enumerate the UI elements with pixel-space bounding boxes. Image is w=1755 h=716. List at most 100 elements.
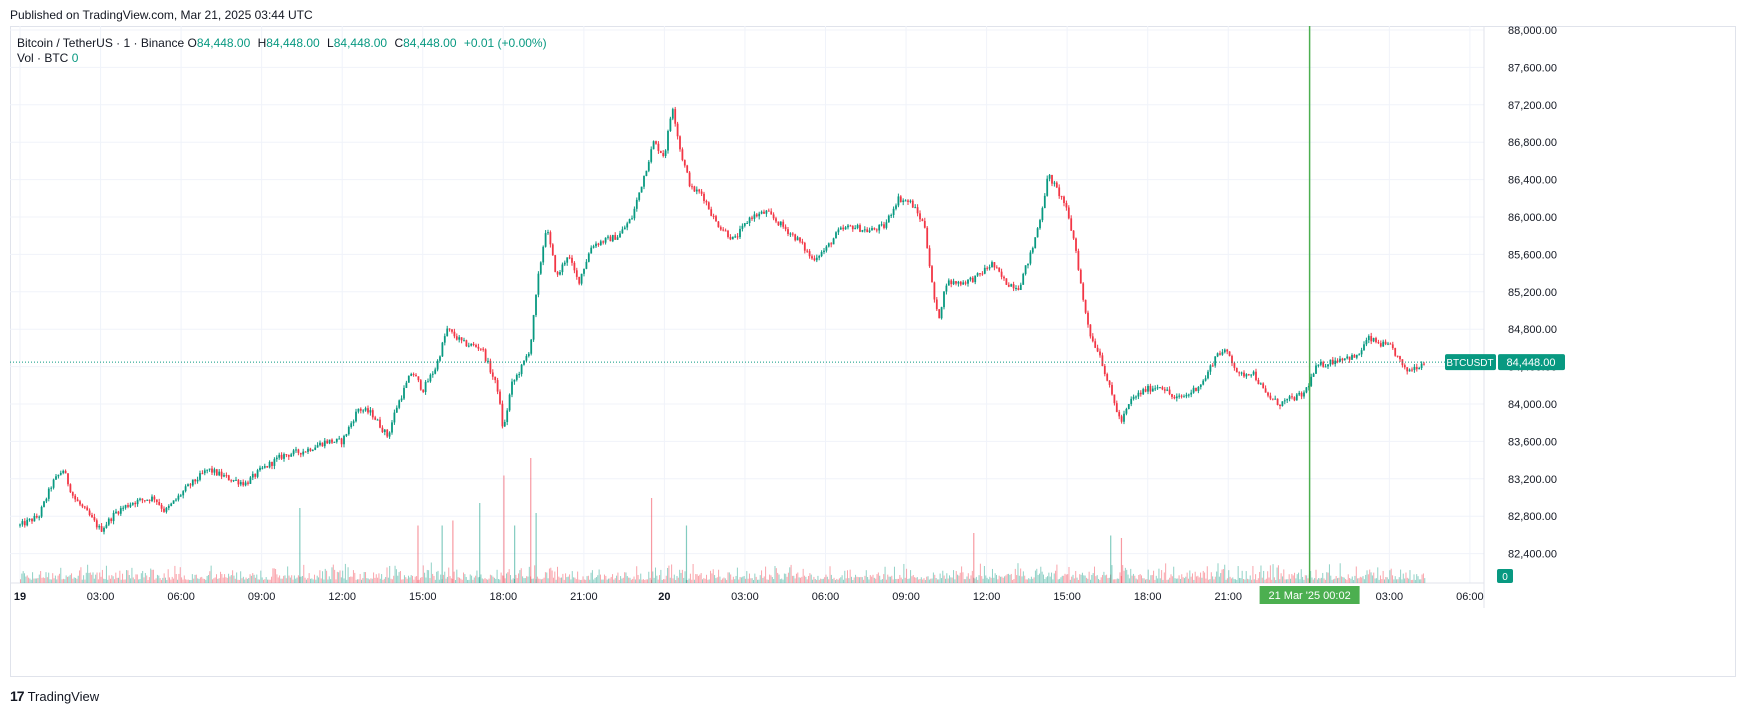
candle-body <box>1199 384 1202 387</box>
volume-bar <box>132 577 134 583</box>
volume-bar <box>1157 578 1159 583</box>
volume-bar <box>742 576 744 583</box>
volume-bar <box>181 577 183 583</box>
candle-body <box>542 246 545 263</box>
last-price-text: 84,448.00 <box>1507 357 1556 369</box>
candle-body <box>1365 340 1368 345</box>
candle-body <box>842 227 845 230</box>
volume-bar <box>159 578 161 583</box>
volume-bar <box>1366 570 1368 583</box>
volume-bar <box>1085 577 1087 583</box>
candle-body <box>1250 374 1253 376</box>
time-tick-label: 12:00 <box>328 591 356 603</box>
candle-body <box>827 243 830 247</box>
volume-bar <box>1248 579 1250 583</box>
volume-bar <box>394 565 396 583</box>
volume-bar <box>594 577 596 583</box>
candle-body <box>266 466 269 468</box>
volume-bar <box>332 564 334 583</box>
candle-body <box>892 208 895 215</box>
symbol-name[interactable]: Bitcoin / TetherUS · 1 · Binance <box>17 36 185 50</box>
volume-bar <box>1205 578 1207 583</box>
volume-bar <box>134 579 136 583</box>
volume-bar <box>33 578 35 583</box>
volume-bar <box>450 578 452 583</box>
volume-bar <box>424 572 426 583</box>
volume-bar <box>793 575 795 583</box>
volume-spike <box>1110 535 1112 583</box>
volume-bar <box>105 565 107 583</box>
volume-bar <box>536 576 538 583</box>
volume-bar <box>1196 576 1198 583</box>
candle-body <box>753 214 756 219</box>
volume-bar <box>860 576 862 583</box>
volume-bar <box>1106 574 1108 583</box>
volume-bar <box>1422 573 1424 583</box>
volume-bar <box>961 566 963 583</box>
candle-body <box>472 343 475 346</box>
volume-bar <box>918 579 920 583</box>
candle-body <box>436 360 439 370</box>
candle-body <box>1111 384 1113 395</box>
volume-bar <box>888 576 890 583</box>
volume-bar <box>367 578 369 583</box>
volume-bar <box>958 575 960 583</box>
candle-body <box>722 229 725 231</box>
candle-body <box>904 200 907 202</box>
volume-bar <box>657 579 659 583</box>
candle-body <box>1075 238 1077 251</box>
candle-body <box>335 438 338 442</box>
volume-bar <box>940 578 942 583</box>
volume-bar <box>624 572 626 583</box>
volume-bar <box>449 576 451 583</box>
volume-bar <box>248 577 250 583</box>
volume-bar <box>1013 579 1015 583</box>
volume-bar <box>771 577 773 583</box>
volume-bar <box>602 579 604 583</box>
volume-bar <box>468 579 470 583</box>
candle-body <box>1180 395 1183 397</box>
volume-bar <box>111 575 113 583</box>
volume-bar <box>1375 578 1377 583</box>
price-tick-label: 82,400.00 <box>1508 549 1557 561</box>
volume-bar <box>1259 571 1261 583</box>
volume-bar <box>1300 569 1302 583</box>
volume-bar <box>983 565 985 583</box>
low-label: L <box>327 36 334 50</box>
candle-body <box>580 273 583 284</box>
volume-bar <box>191 574 193 583</box>
candle-body <box>1339 358 1341 362</box>
candle-body <box>388 432 391 437</box>
volume-bar <box>131 567 133 583</box>
volume-bar <box>750 578 752 583</box>
volume-bar <box>314 574 316 583</box>
footer-brand[interactable]: 17 TradingView <box>10 688 99 704</box>
volume-bar <box>1245 571 1247 583</box>
volume-bar <box>511 579 513 583</box>
volume-bar <box>407 575 409 583</box>
volume-bar <box>867 576 869 583</box>
candle-body <box>743 223 746 226</box>
volume-axis-text: 0 <box>1502 572 1508 583</box>
volume-bar <box>954 579 956 583</box>
volume-bar <box>178 573 180 583</box>
volume-bar <box>895 578 897 583</box>
candle-body <box>1118 412 1121 417</box>
volume-bar <box>283 575 285 583</box>
volume-bar <box>963 579 965 583</box>
candle-body <box>496 380 499 392</box>
candle-body <box>998 267 1001 272</box>
candle-body <box>371 410 374 418</box>
volume-bar <box>949 575 951 583</box>
candle-body <box>741 225 744 229</box>
volume-bar <box>87 564 89 583</box>
candle-body <box>86 507 89 511</box>
volume-bar <box>923 578 925 583</box>
volume-label[interactable]: Vol · BTC <box>17 51 69 65</box>
volume-bar <box>1186 572 1188 583</box>
volume-bar <box>128 575 130 583</box>
volume-bar <box>970 575 972 583</box>
candle-body <box>1315 365 1317 374</box>
volume-bar <box>840 577 842 583</box>
